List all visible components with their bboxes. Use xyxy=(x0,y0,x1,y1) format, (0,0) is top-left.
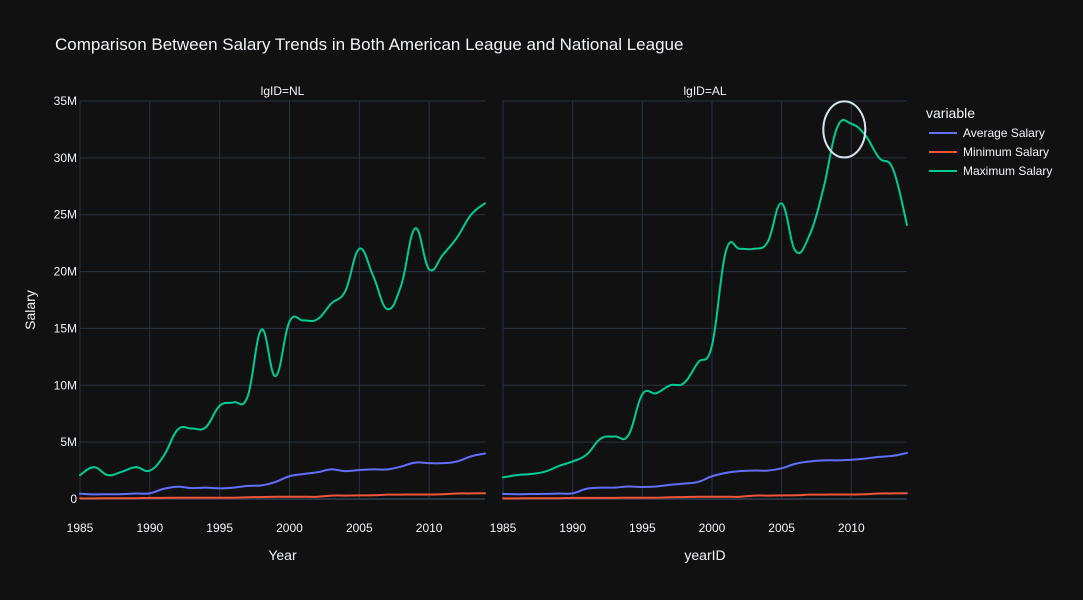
x-tick-label: 1990 xyxy=(559,521,586,535)
y-tick-label: 25M xyxy=(54,208,77,222)
x-tick-label: 1990 xyxy=(136,521,163,535)
x-tick-label: 2010 xyxy=(416,521,443,535)
series-line-maximum-salary xyxy=(502,118,908,479)
y-tick-label: 15M xyxy=(54,321,77,335)
x-tick-label: 2005 xyxy=(346,521,373,535)
y-tick-label: 5M xyxy=(60,435,77,449)
series-line-maximum-salary xyxy=(79,202,486,477)
y-tick-label: 0 xyxy=(70,492,77,506)
x-axis-title: yearID xyxy=(684,547,725,563)
x-tick-label: 1985 xyxy=(67,521,94,535)
y-tick-label: 30M xyxy=(54,151,77,165)
legend-item-minimum-salary[interactable]: Minimum Salary xyxy=(929,145,1049,159)
x-tick-label: 1995 xyxy=(206,521,233,535)
legend-label: Minimum Salary xyxy=(963,145,1049,159)
legend-label: Maximum Salary xyxy=(963,164,1052,178)
y-tick-label: 35M xyxy=(54,94,77,108)
x-axis-title: Year xyxy=(268,547,297,563)
facet-panels: 0 5M 10M 15M 20M 25M 30M 35M 1985 1990 1995 2000 200… xyxy=(54,84,908,563)
panel-subtitle: lgID=NL xyxy=(261,84,305,98)
panel-subtitle: lgID=AL xyxy=(683,84,726,98)
series-line-average-salary xyxy=(79,452,486,496)
panel-lgid-al: 1985 1990 1995 2000 2005 2010 lgID=AL yearID xyxy=(490,84,908,563)
y-tick-label: 20M xyxy=(54,265,77,279)
chart-title: Comparison Between Salary Trends in Both… xyxy=(55,35,683,54)
y-tick-label: 10M xyxy=(54,378,77,392)
y-axis-title: Salary xyxy=(22,290,38,330)
series-line-average-salary xyxy=(502,451,908,496)
panel-lgid-nl: 0 5M 10M 15M 20M 25M 30M 35M 1985 1990 1995 2000 200… xyxy=(54,84,486,563)
series-line-minimum-salary xyxy=(502,492,908,500)
x-tick-label: 2000 xyxy=(699,521,726,535)
x-tick-label: 1985 xyxy=(490,521,517,535)
legend: variable Average Salary Minimum Salary Max… xyxy=(926,105,1052,178)
legend-label: Average Salary xyxy=(963,126,1045,140)
x-tick-label: 2010 xyxy=(838,521,865,535)
legend-item-maximum-salary[interactable]: Maximum Salary xyxy=(929,164,1052,178)
x-tick-label: 2000 xyxy=(276,521,303,535)
x-tick-label: 2005 xyxy=(768,521,795,535)
x-tick-label: 1995 xyxy=(629,521,656,535)
legend-title: variable xyxy=(926,105,975,121)
legend-item-average-salary[interactable]: Average Salary xyxy=(929,126,1045,140)
annotation-circle xyxy=(822,100,867,159)
series-line-minimum-salary xyxy=(79,492,486,500)
